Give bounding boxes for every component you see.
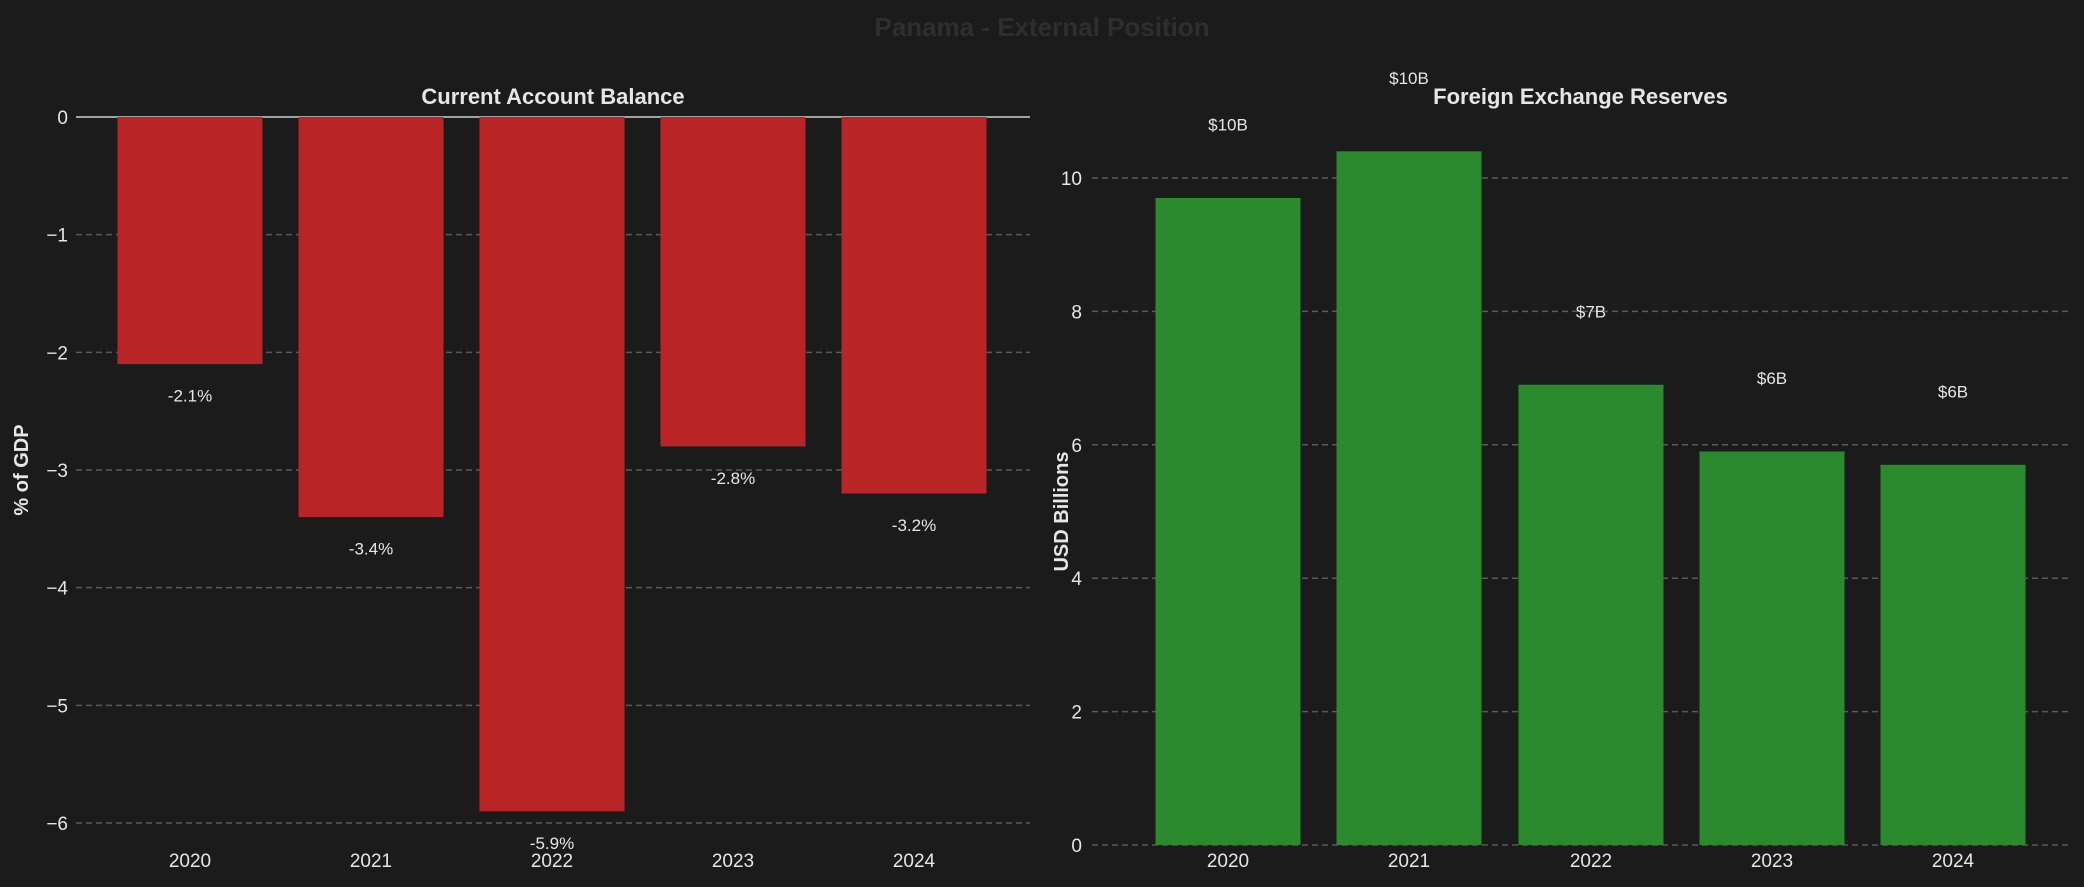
current-account-chart: 0 −1 −2 −3 −4 −5 −6 -2.1% 2020 -3.4% 2021 -5.9%2022… — [11, 84, 1030, 872]
y-tick-label: −6 — [46, 814, 68, 835]
fx-reserves-chart: 0 2 4 6 8 10 $10B 2020 $10B 2021 $7B 2022 $6B 2023 $6B… — [1051, 69, 2069, 872]
bar-2021 — [1336, 151, 1482, 845]
data-label: -2.1% — [168, 387, 212, 406]
x-tick-label: 2020 — [1207, 851, 1249, 872]
y-axis-label: USD Billions — [1051, 451, 1073, 571]
y-tick-label: 4 — [1071, 569, 1082, 590]
data-label: -3.2% — [892, 516, 936, 535]
data-label: $6B — [1757, 369, 1787, 388]
data-label: $7B — [1576, 302, 1606, 321]
data-label: $6B — [1938, 382, 1968, 401]
chart-title: Foreign Exchange Reserves — [1433, 84, 1728, 109]
x-tick-label: 2023 — [712, 851, 754, 872]
bar-2021 — [298, 117, 444, 518]
y-tick-label: 2 — [1071, 703, 1082, 724]
bar-2020 — [117, 117, 263, 365]
bar-2023 — [660, 117, 806, 447]
y-tick-label: −2 — [46, 343, 68, 364]
x-tick-label: 2024 — [893, 851, 936, 872]
data-label: -3.4% — [349, 540, 393, 559]
y-tick-label: 8 — [1071, 302, 1082, 323]
bar-2024 — [841, 117, 987, 494]
y-tick-label: −3 — [46, 461, 68, 482]
x-tick-label: 2022 — [1570, 851, 1612, 872]
x-tick-label: 2021 — [350, 851, 392, 872]
x-tick-label: 2023 — [1751, 851, 1793, 872]
bar-2023 — [1699, 451, 1845, 845]
figure-suptitle: Panama - External Position — [874, 12, 1209, 42]
y-axis-label: % of GDP — [11, 424, 33, 515]
y-tick-label: 0 — [1071, 836, 1082, 857]
x-tick-label: 2024 — [1932, 851, 1975, 872]
data-label: $10B — [1389, 69, 1429, 88]
bar-2022 — [1518, 384, 1664, 845]
bar-2024 — [1880, 464, 2026, 845]
x-tick-label: 2022 — [531, 851, 573, 872]
x-tick-label: 2021 — [1388, 851, 1430, 872]
y-tick-label: −1 — [46, 226, 68, 247]
y-tick-label: 10 — [1061, 169, 1082, 190]
x-tick-label: 2020 — [169, 851, 211, 872]
y-tick-label: 0 — [57, 108, 68, 129]
y-tick-label: −4 — [46, 579, 68, 600]
chart-title: Current Account Balance — [421, 84, 684, 109]
data-label: -2.8% — [711, 469, 755, 488]
data-label: -5.9% — [530, 834, 574, 853]
bar-2020 — [1155, 198, 1301, 845]
y-tick-label: −5 — [46, 696, 68, 717]
y-tick-label: 6 — [1071, 436, 1082, 457]
bar-2022 — [479, 117, 625, 812]
data-label: $10B — [1208, 116, 1248, 135]
